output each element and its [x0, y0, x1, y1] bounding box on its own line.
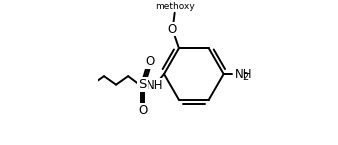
Text: methoxy: methoxy — [155, 2, 195, 11]
Text: NH: NH — [146, 79, 164, 92]
Text: O: O — [145, 56, 154, 68]
Text: O: O — [167, 23, 176, 36]
Text: O: O — [138, 104, 147, 117]
Text: 2: 2 — [242, 72, 248, 82]
Text: S: S — [139, 78, 147, 91]
Text: NH: NH — [235, 68, 252, 81]
